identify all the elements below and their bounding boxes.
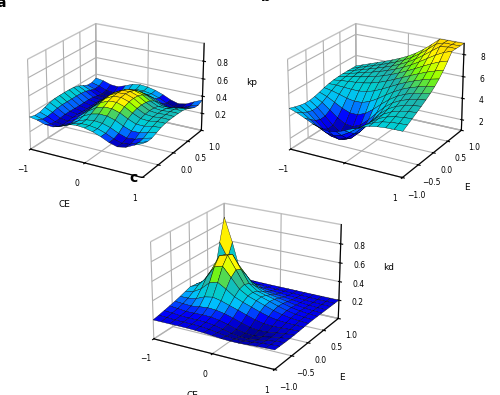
Y-axis label: E: E [464, 182, 470, 192]
Text: b: b [260, 0, 270, 4]
X-axis label: CE: CE [186, 391, 198, 395]
Text: a: a [0, 0, 6, 10]
X-axis label: CE: CE [318, 200, 330, 209]
Y-axis label: E: E [204, 182, 210, 192]
Y-axis label: E: E [339, 372, 344, 382]
X-axis label: CE: CE [58, 200, 70, 209]
Text: c: c [130, 171, 138, 185]
